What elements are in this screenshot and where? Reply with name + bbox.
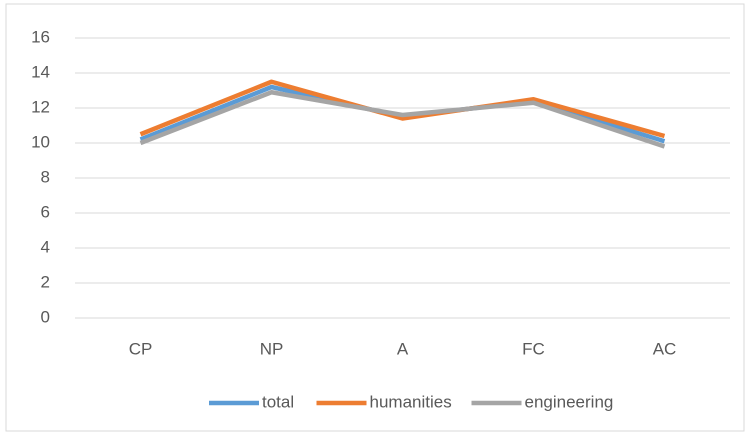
y-tick-label: 6 xyxy=(41,202,50,221)
y-tick-label: 12 xyxy=(31,97,50,116)
y-tick-label: 10 xyxy=(31,132,50,151)
y-tick-label: 14 xyxy=(31,62,50,81)
y-tick-label: 0 xyxy=(41,307,50,326)
y-tick-label: 4 xyxy=(41,237,50,256)
series-line xyxy=(139,79,666,139)
x-tick-label: AC xyxy=(653,339,677,358)
y-tick-label: 2 xyxy=(41,272,50,291)
legend-label: engineering xyxy=(525,392,614,411)
legend-label: total xyxy=(262,392,294,411)
y-tick-label: 8 xyxy=(41,167,50,186)
chart-border xyxy=(5,3,745,432)
y-tick-label: 16 xyxy=(31,27,50,46)
legend-label: humanities xyxy=(370,392,452,411)
x-tick-label: A xyxy=(397,339,409,358)
x-tick-label: NP xyxy=(260,339,284,358)
series-line xyxy=(139,90,666,149)
x-tick-label: CP xyxy=(129,339,153,358)
x-tick-label: FC xyxy=(522,339,545,358)
